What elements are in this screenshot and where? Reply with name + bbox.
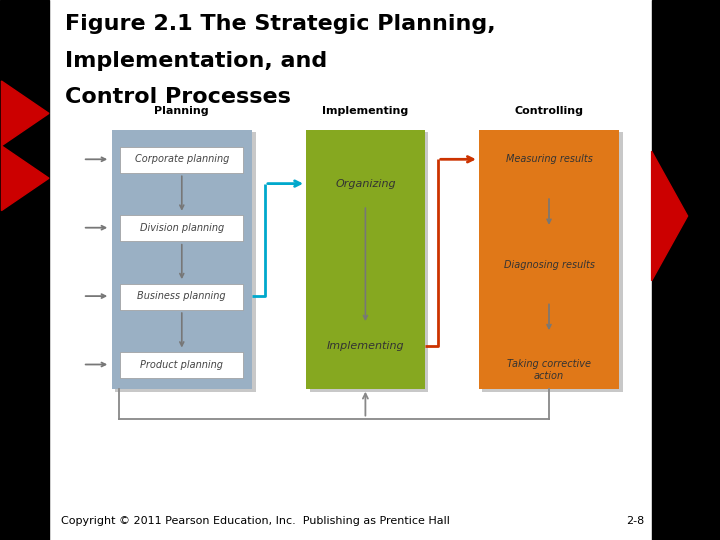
Bar: [652, 0, 720, 540]
Text: Measuring results: Measuring results: [505, 154, 593, 164]
Polygon shape: [1, 81, 49, 146]
Text: Planning: Planning: [155, 106, 209, 116]
FancyBboxPatch shape: [120, 284, 243, 309]
Text: Implementing: Implementing: [327, 341, 404, 350]
Text: Business planning: Business planning: [138, 291, 226, 301]
Text: Division planning: Division planning: [140, 222, 224, 233]
FancyBboxPatch shape: [482, 132, 623, 392]
FancyBboxPatch shape: [112, 130, 252, 389]
Text: Control Processes: Control Processes: [65, 87, 291, 107]
Polygon shape: [652, 151, 688, 281]
Text: Organizing: Organizing: [335, 179, 396, 188]
Text: Figure 2.1 The Strategic Planning,: Figure 2.1 The Strategic Planning,: [65, 14, 495, 33]
Polygon shape: [1, 146, 49, 211]
Text: Implementing: Implementing: [323, 106, 408, 116]
Text: Corporate planning: Corporate planning: [135, 154, 229, 164]
FancyBboxPatch shape: [120, 352, 243, 378]
Text: Copyright © 2011 Pearson Education, Inc.  Publishing as Prentice Hall: Copyright © 2011 Pearson Education, Inc.…: [61, 516, 450, 526]
Text: Diagnosing results: Diagnosing results: [503, 260, 595, 269]
FancyBboxPatch shape: [120, 215, 243, 241]
Text: Implementation, and: Implementation, and: [65, 51, 327, 71]
Bar: [0, 0, 49, 540]
FancyBboxPatch shape: [310, 132, 428, 392]
FancyBboxPatch shape: [120, 147, 243, 173]
FancyBboxPatch shape: [306, 130, 425, 389]
FancyBboxPatch shape: [115, 132, 256, 392]
Text: Taking corrective
action: Taking corrective action: [507, 359, 591, 381]
FancyBboxPatch shape: [479, 130, 619, 389]
Text: Controlling: Controlling: [515, 106, 583, 116]
Text: 2-8: 2-8: [626, 516, 644, 526]
Text: Product planning: Product planning: [140, 360, 223, 369]
